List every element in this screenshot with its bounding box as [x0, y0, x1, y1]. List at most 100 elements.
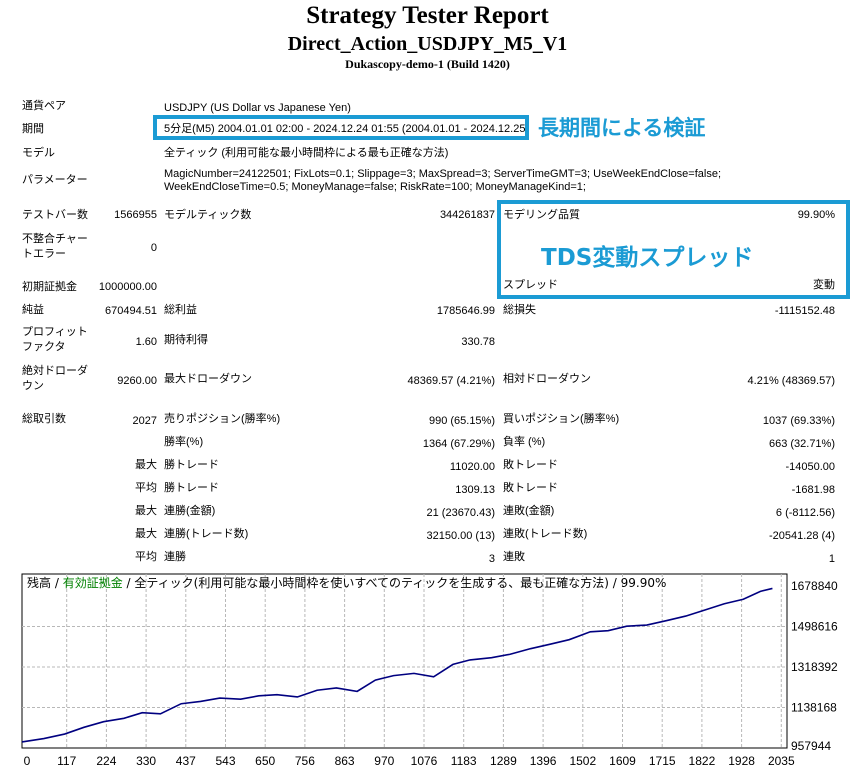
x-tick-label: 1822	[689, 754, 716, 768]
balance-chart: 1678840 1498616 1318392 1138168 957944 0 117 22…	[21, 573, 838, 768]
total-trades-label: 総取引数	[22, 413, 66, 425]
quality-label: モデリング品質	[503, 209, 580, 221]
max-win-label: 勝トレード	[164, 459, 219, 471]
avg-loss-value: -1681.98	[791, 484, 835, 496]
max-prefix: 最大	[135, 459, 157, 471]
x-tick-label: 650	[255, 754, 275, 768]
legend-equity: 有効証拠金	[63, 575, 123, 590]
x-tick-label: 330	[136, 754, 156, 768]
avg-win-value: 1309.13	[455, 484, 495, 496]
chart-legend: 残高 / 有効証拠金 / 全ティック(利用可能な最小時間枠を使いすべてのティック…	[27, 575, 666, 590]
legend-model: 全ティック(利用可能な最小時間枠を使いすべてのティックを生成する、最も正確な方法…	[134, 575, 666, 590]
x-tick-label: 543	[215, 754, 235, 768]
rel-drawdown-value: 4.21% (48369.57)	[747, 375, 835, 387]
gross-loss-label: 総損失	[503, 304, 536, 316]
ticks-value: 344261837	[439, 209, 495, 221]
x-tick-label: 1183	[451, 754, 477, 768]
cons-loss-count-value: -20541.28 (4)	[768, 530, 835, 542]
x-tick-label: 756	[295, 754, 315, 768]
symbol-label: 通貨ペア	[22, 100, 66, 112]
avg-cons-loss-label: 連敗	[503, 551, 525, 563]
max-drawdown-label: 最大ドローダウン	[164, 373, 252, 385]
model-value: 全ティック (利用可能な最小時間枠による最も正確な方法)	[164, 147, 449, 159]
params-label: パラメーター	[22, 174, 88, 186]
y-tick-label: 1138168	[791, 701, 837, 715]
legend-separator: /	[51, 576, 63, 590]
x-tick-label: 1396	[530, 754, 557, 768]
cons-win-amount-label: 連勝(金額)	[164, 505, 216, 517]
x-tick-label: 863	[335, 754, 355, 768]
legend-balance: 残高	[27, 575, 51, 590]
quality-value: 99.90%	[797, 209, 835, 221]
long-period-annotation: 長期間による検証	[538, 116, 706, 140]
abs-drawdown-value: 9260.00	[117, 375, 157, 387]
cons-win-count-label: 連勝(トレード数)	[164, 528, 249, 540]
gross-loss-value: -1115152.48	[774, 305, 835, 317]
y-tick-label: 1318392	[791, 660, 838, 674]
x-tick-label: 224	[96, 754, 116, 768]
x-tick-label: 437	[176, 754, 196, 768]
profit-factor-value: 1.60	[135, 336, 157, 348]
y-tick-label: 957944	[791, 739, 831, 753]
cons-win-amount-value: 21 (23670.43)	[426, 507, 496, 519]
cons-loss-count-label: 連敗(トレード数)	[503, 528, 588, 540]
bars-value: 1566955	[114, 209, 157, 221]
server-info: Dukascopy-demo-1 (Build 1420)	[345, 57, 510, 71]
expected-payoff-label: 期待利得	[164, 334, 208, 346]
mismatch-label: 不整合チャートエラー	[22, 233, 88, 260]
gross-profit-label: 総利益	[164, 304, 197, 316]
net-profit-value: 670494.51	[105, 305, 157, 317]
gross-profit-value: 1785646.99	[436, 305, 495, 317]
cons-loss-amount-value: 6 (-8112.56)	[775, 507, 835, 519]
deposit-label: 初期証拠金	[22, 281, 77, 293]
y-tick-label: 1678840	[791, 579, 838, 593]
total-trades-value: 2027	[132, 415, 157, 427]
max-win-value: 11020.00	[449, 461, 495, 473]
loss-rate-value: 663 (32.71%)	[768, 438, 835, 450]
max-prefix-2: 最大	[135, 505, 157, 517]
short-positions-label: 売りポジション(勝率%)	[164, 413, 281, 425]
win-rate-value: 1364 (67.29%)	[422, 438, 495, 450]
mismatch-value: 0	[150, 242, 157, 254]
report-title: Strategy Tester Report	[306, 2, 549, 29]
spread-highlight-box	[497, 200, 850, 299]
spread-label: スプレッド	[503, 279, 558, 291]
rel-drawdown-label: 相対ドローダウン	[503, 373, 591, 385]
avg-cons-win-label: 連勝	[164, 551, 186, 563]
x-tick-label: 1502	[569, 754, 596, 768]
avg-prefix: 平均	[135, 482, 157, 494]
expected-payoff-value: 330.78	[461, 336, 495, 348]
model-label: モデル	[22, 147, 55, 159]
period-label: 期間	[22, 123, 44, 135]
x-tick-label: 117	[57, 754, 76, 768]
avg-prefix-2: 平均	[135, 551, 157, 563]
cons-loss-amount-label: 連敗(金額)	[503, 505, 555, 517]
tds-spread-annotation: TDS変動スプレッド	[541, 245, 754, 271]
cons-win-count-value: 32150.00 (13)	[426, 530, 496, 542]
long-positions-label: 買いポジション(勝率%)	[503, 413, 620, 425]
params-value: MagicNumber=24122501; FixLots=0.1; Slipp…	[164, 168, 722, 193]
ticks-label: モデルティック数	[164, 209, 252, 221]
report-subtitle: Direct_Action_USDJPY_M5_V1	[287, 33, 568, 55]
short-positions-value: 990 (65.15%)	[428, 415, 495, 427]
abs-drawdown-label: 絶対ドローダウン	[22, 365, 88, 392]
avg-cons-loss-value: 1	[828, 553, 835, 565]
max-drawdown-value: 48369.57 (4.21%)	[407, 375, 495, 387]
plot-frame	[21, 573, 788, 749]
legend-separator: /	[123, 576, 135, 590]
avg-cons-win-value: 3	[488, 553, 495, 565]
max-loss-label: 敗トレード	[503, 459, 558, 471]
x-tick-label: 1609	[609, 754, 636, 768]
x-tick-label: 0	[24, 754, 31, 768]
avg-loss-label: 敗トレード	[503, 482, 558, 494]
x-tick-label: 1928	[728, 754, 755, 768]
bars-label: テストバー数	[22, 209, 88, 221]
period-highlight-box	[153, 115, 529, 140]
balance-line	[21, 587, 773, 743]
deposit-value: 1000000.00	[98, 281, 157, 293]
y-tick-label: 1498616	[791, 620, 838, 634]
max-loss-value: -14050.00	[785, 461, 835, 473]
max-prefix-3: 最大	[135, 528, 157, 540]
net-profit-label: 純益	[22, 304, 44, 316]
x-tick-label: 1715	[649, 754, 676, 768]
